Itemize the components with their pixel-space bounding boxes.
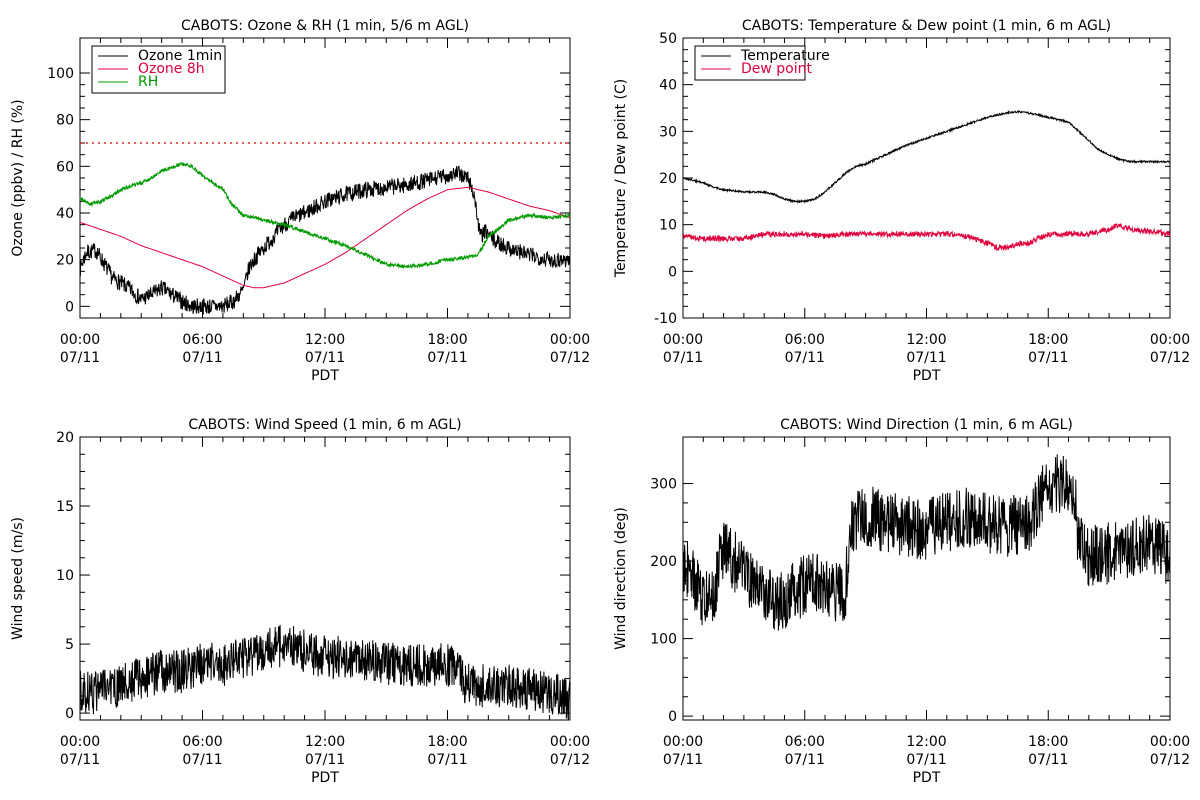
- x-tick-time-label: 00:00: [60, 734, 100, 750]
- x-tick-date-label: 07/11: [182, 752, 222, 768]
- x-tick-time-label: 06:00: [182, 734, 222, 750]
- y-tick-label: 40: [659, 78, 677, 94]
- x-tick-date-label: 07/11: [60, 752, 100, 768]
- x-tick-time-label: 12:00: [305, 332, 345, 348]
- x-tick-date-label: 07/11: [1028, 350, 1068, 366]
- y-tick-label: 15: [56, 499, 74, 515]
- x-tick-date-label: 07/11: [663, 752, 703, 768]
- chart-panel-2: CABOTS: Temperature & Dew point (1 min, …: [613, 18, 1190, 384]
- y-tick-label: 20: [56, 253, 74, 269]
- x-tick-date-label: 07/11: [1028, 752, 1068, 768]
- y-tick-label: 200: [650, 554, 677, 570]
- x-tick-date-label: 07/11: [906, 350, 946, 366]
- x-tick-time-label: 00:00: [550, 734, 590, 750]
- y-tick-label: 300: [650, 477, 677, 493]
- y-tick-label: 100: [650, 632, 677, 648]
- y-tick-label: 40: [56, 206, 74, 222]
- x-tick-time-label: 06:00: [785, 734, 825, 750]
- x-tick-time-label: 12:00: [906, 734, 946, 750]
- series-line-data: [79, 624, 571, 721]
- y-tick-label: 60: [56, 159, 74, 175]
- series-line-ozone-8h: [79, 186, 571, 289]
- x-tick-time-label: 12:00: [305, 734, 345, 750]
- x-tick-time-label: 00:00: [60, 332, 100, 348]
- legend-label: Temperature: [740, 48, 830, 64]
- x-axis-label: PDT: [311, 770, 339, 786]
- x-tick-date-label: 07/11: [182, 350, 222, 366]
- y-tick-label: 10: [659, 218, 677, 234]
- legend-label: Dew point: [741, 61, 813, 77]
- x-tick-date-label: 07/11: [663, 350, 703, 366]
- x-tick-time-label: 00:00: [663, 734, 703, 750]
- series-line-rh: [79, 161, 571, 270]
- x-tick-date-label: 07/11: [60, 350, 100, 366]
- x-tick-time-label: 18:00: [427, 332, 467, 348]
- x-tick-date-label: 07/11: [427, 350, 467, 366]
- series-line-temperature: [682, 109, 1171, 204]
- legend-label: RH: [138, 74, 158, 90]
- legend-label: Ozone 8h: [138, 61, 205, 77]
- chart-panel-1: CABOTS: Ozone & RH (1 min, 5/6 m AGL) 0 20…: [10, 18, 590, 384]
- y-axis-label: Ozone (ppbv) / RH (%): [10, 99, 26, 256]
- y-tick-label: 50: [659, 31, 677, 47]
- chart-title: CABOTS: Wind Speed (1 min, 6 m AGL): [188, 417, 461, 433]
- x-tick-date-label: 07/12: [550, 752, 590, 768]
- x-tick-time-label: 18:00: [427, 734, 467, 750]
- x-tick-time-label: 00:00: [550, 332, 590, 348]
- x-tick-date-label: 07/12: [550, 350, 590, 366]
- y-tick-label: 5: [65, 637, 74, 653]
- x-axis-label: PDT: [913, 770, 941, 786]
- x-tick-date-label: 07/11: [305, 350, 345, 366]
- x-tick-date-label: 07/12: [1150, 350, 1190, 366]
- y-tick-label: 0: [668, 709, 677, 725]
- y-axis-label: Wind speed (m/s): [10, 517, 26, 640]
- y-axis-label: Temperature / Dew point (C): [613, 79, 629, 278]
- legend-box: [694, 45, 806, 81]
- x-tick-date-label: 07/11: [785, 350, 825, 366]
- x-tick-time-label: 18:00: [1028, 734, 1068, 750]
- y-tick-label: 80: [56, 113, 74, 129]
- y-tick-label: -10: [654, 311, 677, 327]
- x-tick-date-label: 07/11: [305, 752, 345, 768]
- x-tick-time-label: 18:00: [1028, 332, 1068, 348]
- x-tick-time-label: 00:00: [1150, 332, 1190, 348]
- x-tick-date-label: 07/11: [427, 752, 467, 768]
- x-tick-date-label: 07/12: [1150, 752, 1190, 768]
- y-axis-label: Wind direction (deg): [613, 507, 629, 650]
- y-tick-label: 20: [56, 430, 74, 446]
- y-tick-label: 0: [668, 264, 677, 280]
- x-axis-label: PDT: [311, 368, 339, 384]
- y-tick-label: 0: [65, 299, 74, 315]
- x-tick-time-label: 00:00: [663, 332, 703, 348]
- chart-title: CABOTS: Temperature & Dew point (1 min, …: [742, 18, 1111, 34]
- series-line-dew-point: [682, 222, 1171, 252]
- x-axis-label: PDT: [913, 368, 941, 384]
- x-tick-time-label: 06:00: [182, 332, 222, 348]
- x-tick-date-label: 07/11: [906, 752, 946, 768]
- y-tick-label: 20: [659, 171, 677, 187]
- chart-panel-4: CABOTS: Wind Direction (1 min, 6 m AGL) 0…: [613, 417, 1190, 786]
- y-tick-label: 0: [65, 706, 74, 722]
- x-tick-date-label: 07/11: [785, 752, 825, 768]
- series-line-ozone-1min: [79, 165, 571, 315]
- x-tick-time-label: 12:00: [906, 332, 946, 348]
- x-tick-time-label: 06:00: [785, 332, 825, 348]
- y-tick-label: 100: [47, 66, 74, 82]
- y-tick-label: 30: [659, 124, 677, 140]
- chart-title: CABOTS: Ozone & RH (1 min, 5/6 m AGL): [181, 18, 469, 34]
- legend-label: Ozone 1min: [138, 48, 222, 64]
- chart-panel-3: CABOTS: Wind Speed (1 min, 6 m AGL) 0 5 10 1…: [10, 417, 590, 786]
- x-tick-time-label: 00:00: [1150, 734, 1190, 750]
- y-tick-label: 10: [56, 568, 74, 584]
- chart-title: CABOTS: Wind Direction (1 min, 6 m AGL): [780, 417, 1073, 433]
- series-line-data: [682, 454, 1171, 631]
